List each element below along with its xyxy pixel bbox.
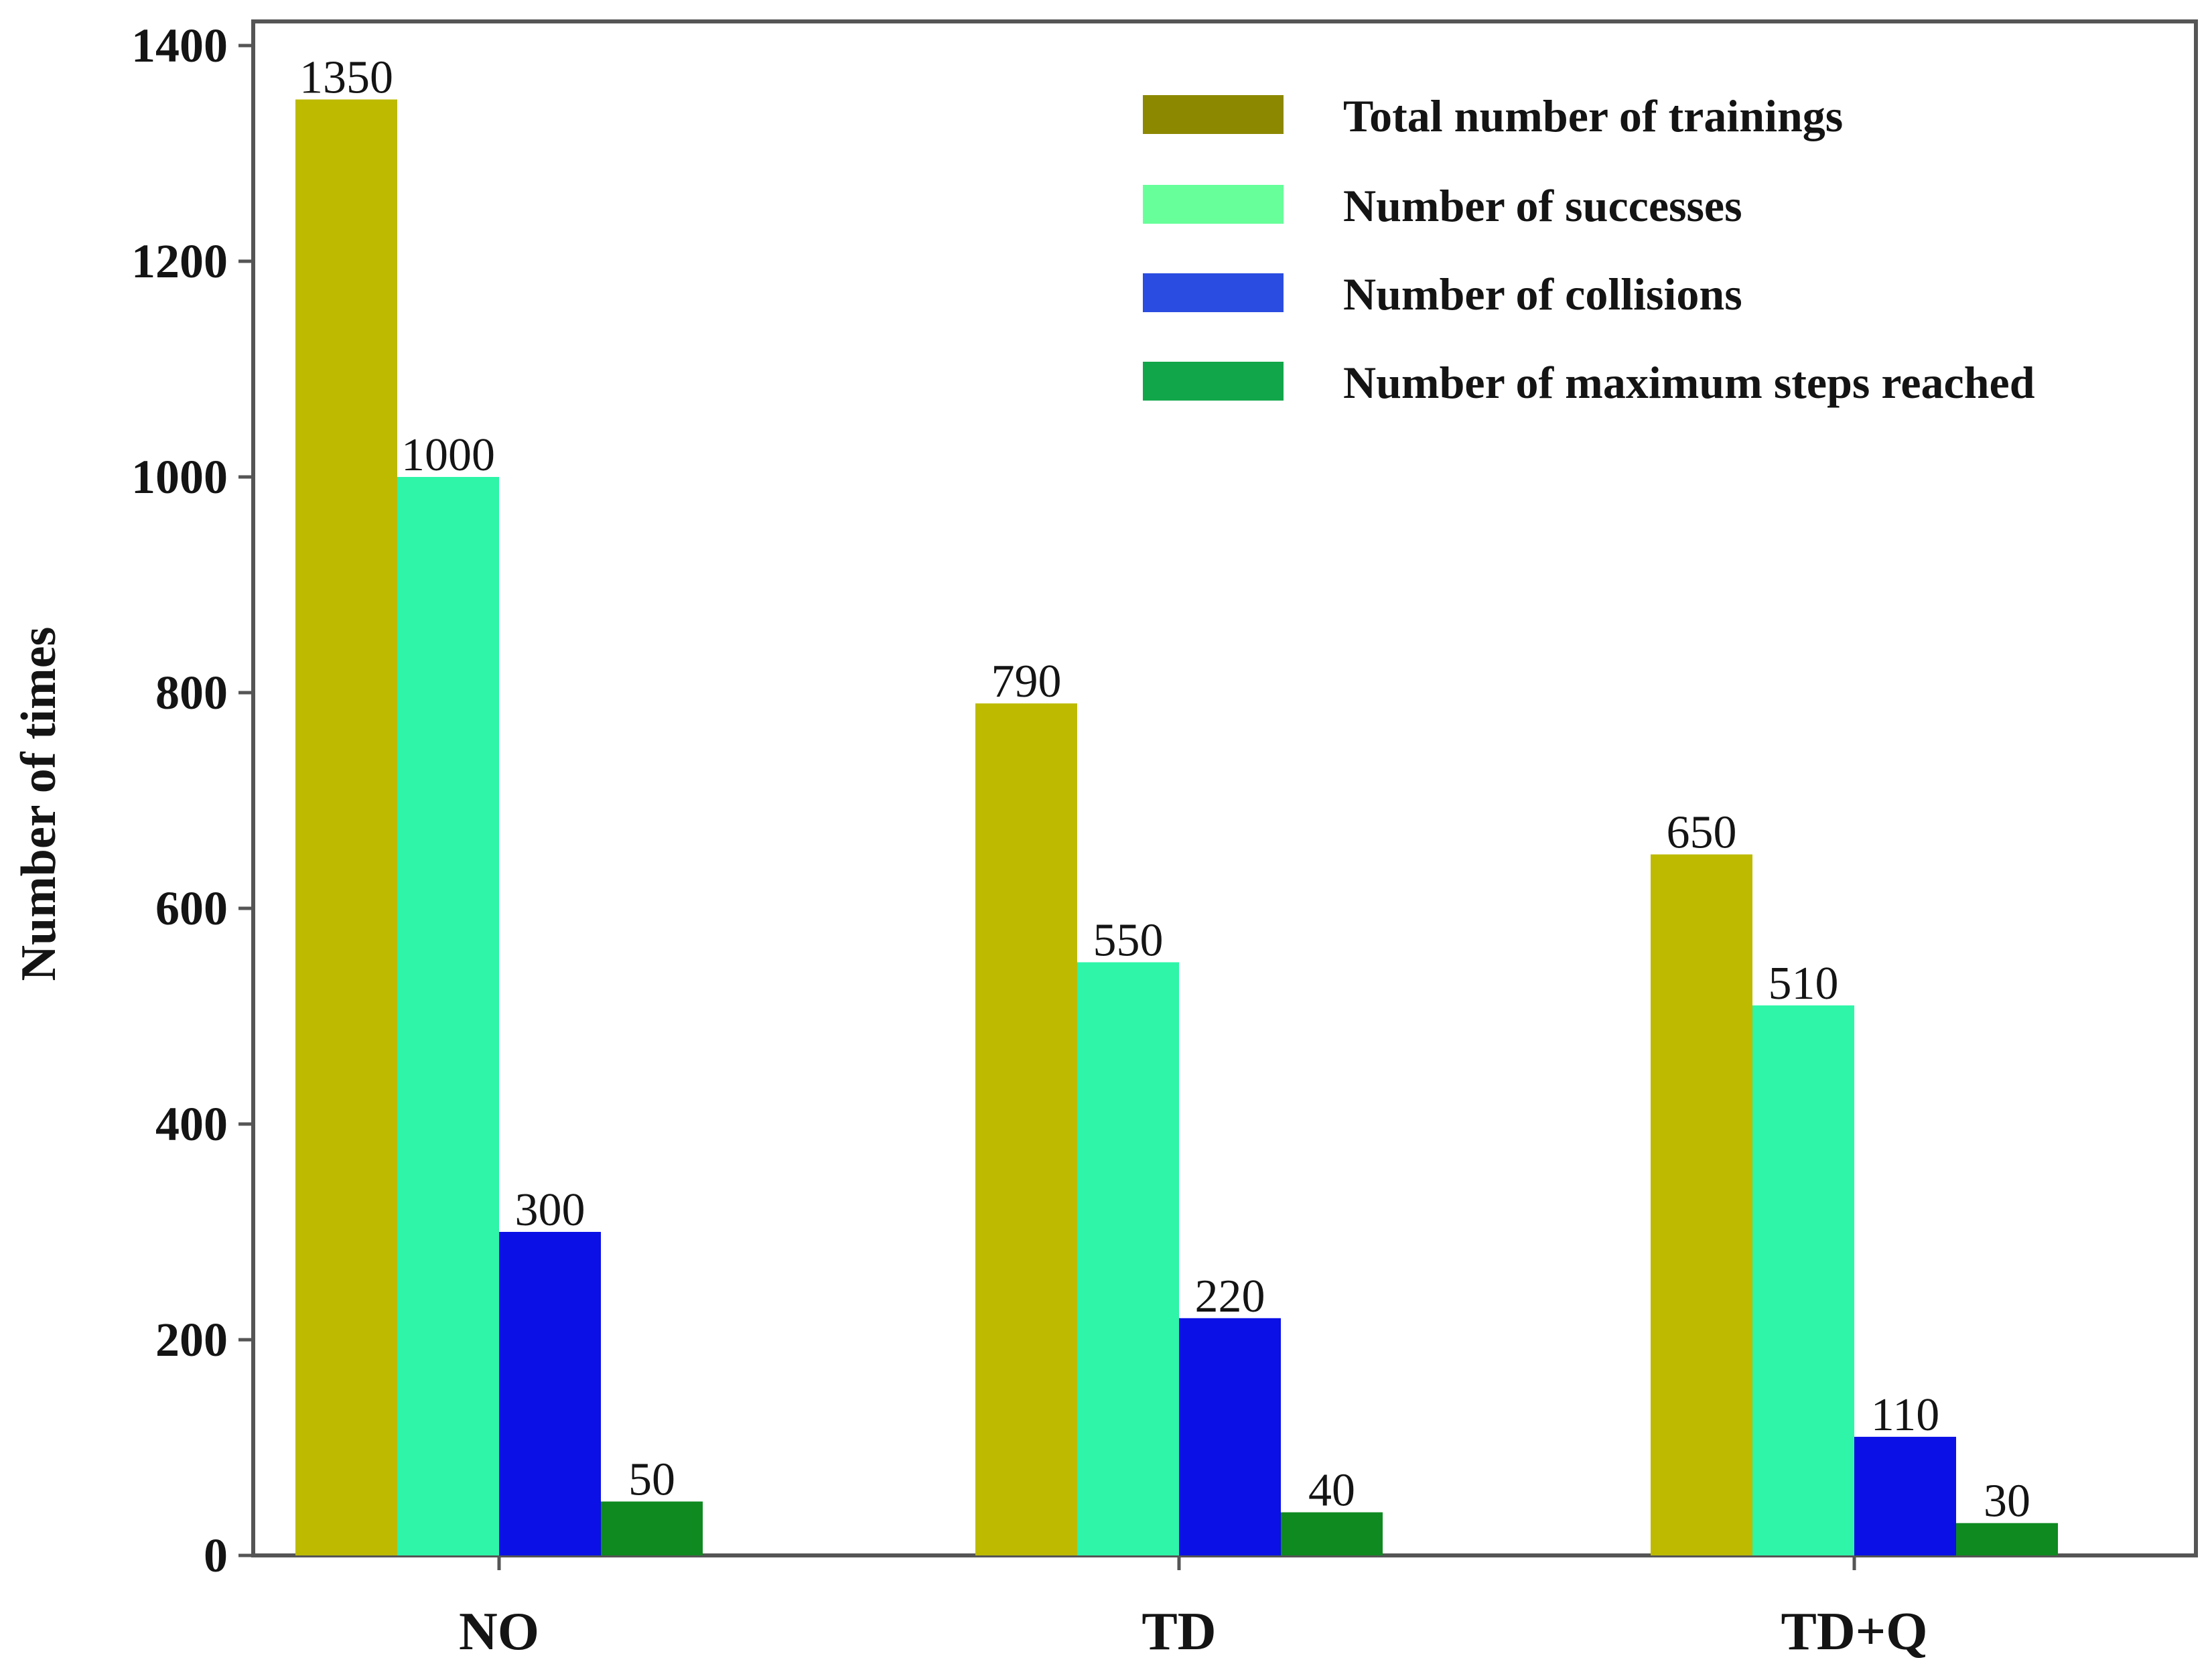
bar-td-q-4	[1956, 1523, 2058, 1555]
y-tick-label: 1400	[131, 19, 228, 72]
data-label: 30	[1984, 1476, 2030, 1527]
bar-no-3	[499, 1232, 601, 1555]
bar-no-4	[601, 1501, 703, 1555]
data-label: 50	[628, 1454, 675, 1506]
bar-no-2	[397, 477, 499, 1555]
y-tick-label: 1200	[131, 234, 228, 288]
data-labels: 1350 1000 300 50 790 550 220 40 650 510 110 30	[299, 52, 2030, 1527]
legend-swatch	[1143, 273, 1284, 312]
legend: Total number of trainings Number of succe…	[1143, 90, 2035, 408]
y-tick-label: 0	[204, 1529, 228, 1582]
y-axis-ticks: 0 200 400 600 800 1000 1200 1400	[131, 19, 253, 1582]
data-label: 110	[1871, 1389, 1939, 1441]
bar-td-3	[1179, 1318, 1281, 1555]
y-axis-title: Number of times	[11, 627, 66, 981]
data-label: 40	[1308, 1465, 1355, 1517]
x-axis-ticks: NO TD TD+Q	[459, 1555, 1927, 1661]
y-tick-label: 800	[155, 666, 228, 719]
legend-swatch	[1143, 185, 1284, 224]
x-tick-label: TD	[1142, 1602, 1216, 1661]
x-tick-label: NO	[459, 1602, 539, 1661]
y-tick-label: 1000	[131, 450, 228, 504]
data-label: 650	[1667, 807, 1737, 859]
y-tick-label: 200	[155, 1313, 228, 1367]
data-label: 1350	[299, 52, 393, 104]
bar-td-q-2	[1752, 1005, 1854, 1555]
bar-td-2	[1077, 962, 1179, 1555]
data-label: 550	[1093, 915, 1164, 967]
legend-swatch	[1143, 95, 1284, 134]
y-tick-label: 400	[155, 1097, 228, 1151]
bar-td-q-3	[1854, 1436, 1956, 1555]
data-label: 300	[515, 1184, 585, 1236]
data-label: 790	[991, 656, 1062, 707]
y-tick-label: 600	[155, 882, 228, 935]
legend-label: Total number of trainings	[1343, 90, 1843, 141]
bar-no-1	[295, 99, 397, 1555]
bar-series	[295, 99, 2058, 1555]
legend-label: Number of maximum steps reached	[1343, 357, 2035, 408]
legend-label: Number of successes	[1343, 180, 1742, 231]
data-label: 1000	[401, 429, 495, 481]
x-tick-label: TD+Q	[1781, 1602, 1928, 1661]
legend-label: Number of collisions	[1343, 269, 1742, 320]
bar-td-4	[1281, 1512, 1383, 1555]
data-label: 510	[1769, 958, 1839, 1009]
legend-swatch	[1143, 362, 1284, 401]
bar-td-1	[975, 703, 1077, 1555]
bar-td-q-1	[1651, 854, 1752, 1555]
data-label: 220	[1195, 1271, 1265, 1322]
